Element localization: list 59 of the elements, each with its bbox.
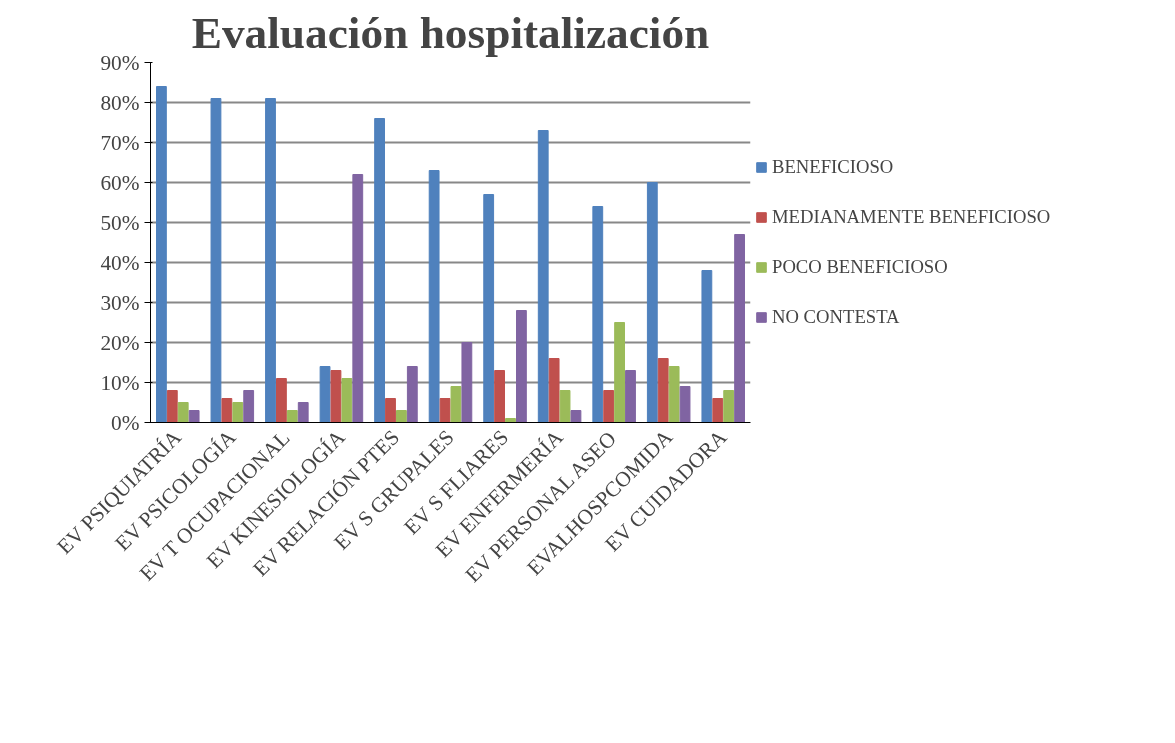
bar [657, 358, 669, 423]
bar [559, 390, 571, 423]
bar [734, 234, 745, 423]
bar [166, 390, 178, 423]
bar [341, 378, 353, 423]
y-tick-label: 70% [100, 130, 140, 155]
bar [548, 358, 560, 423]
bar [494, 370, 505, 423]
bar [516, 310, 527, 423]
bar [330, 370, 342, 423]
bar [396, 410, 407, 423]
bar [297, 402, 309, 423]
bar [243, 390, 255, 423]
bar [625, 370, 636, 423]
legend-label: NO CONTESTA [772, 306, 900, 328]
bar [450, 386, 462, 423]
y-tick-label: 50% [100, 210, 140, 235]
legend-label: BENEFICIOSO [772, 156, 894, 178]
bar [177, 402, 189, 423]
legend-label: MEDIANAMENTE BENEFICIOSO [772, 206, 1051, 228]
bar [276, 378, 287, 423]
bar [232, 402, 244, 423]
y-tick-label: 0% [111, 410, 140, 435]
bar [352, 174, 364, 423]
bar [712, 398, 724, 423]
y-tick-label: 90% [100, 50, 140, 75]
bar [319, 366, 331, 423]
bar [265, 98, 276, 423]
chart-title: Evaluación hospitalización [191, 7, 710, 58]
bar [668, 366, 680, 423]
bar [461, 342, 473, 423]
bar [701, 270, 713, 423]
bar [210, 98, 222, 423]
bar [646, 182, 658, 423]
bar [385, 398, 396, 423]
bar [483, 194, 495, 423]
bar [603, 390, 615, 423]
bar [428, 170, 440, 423]
bar [156, 86, 167, 423]
bar [679, 386, 691, 423]
bar [505, 418, 516, 423]
y-tick-label: 80% [100, 90, 140, 115]
y-tick-label: 60% [100, 170, 140, 195]
bar [221, 398, 233, 423]
bar [614, 322, 625, 423]
bar [286, 410, 298, 423]
bar [406, 366, 418, 423]
y-tick-label: 10% [100, 370, 140, 395]
legend-label: POCO BENEFICIOSO [772, 256, 948, 278]
bar [570, 410, 582, 423]
bar [723, 390, 735, 423]
y-tick-label: 30% [100, 290, 140, 315]
bar [537, 130, 549, 423]
bar [188, 410, 200, 423]
bar [439, 398, 451, 423]
y-tick-label: 40% [100, 250, 140, 275]
bar [592, 206, 604, 423]
y-tick-label: 20% [100, 330, 140, 355]
bar [374, 118, 385, 423]
